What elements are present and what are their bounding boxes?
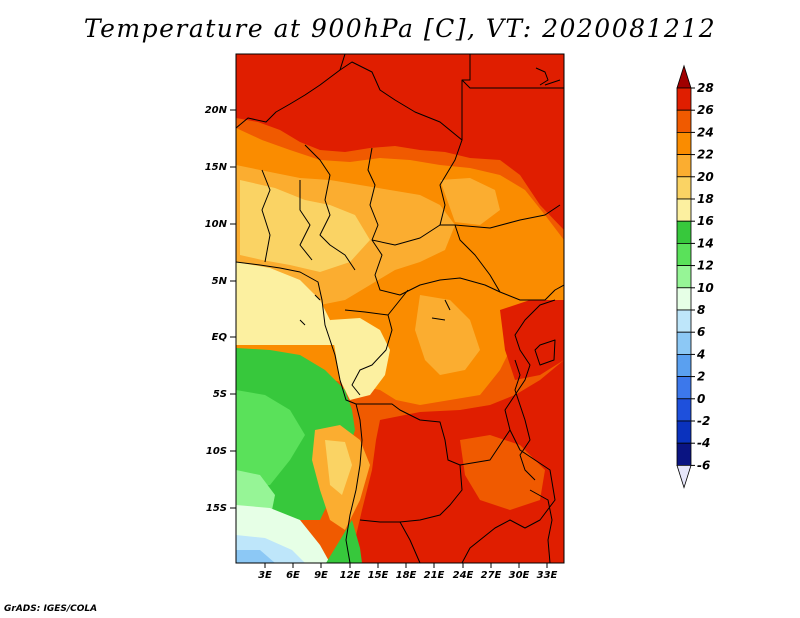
lat-label-5n: 5N: [212, 276, 228, 287]
field-band-20-sudan: [440, 178, 500, 225]
colorbar-label: 28: [697, 81, 714, 95]
lon-label-3e: 3E: [258, 570, 272, 581]
field-band-26-lakes: [500, 300, 564, 380]
lat-label-15s: 15S: [206, 503, 227, 514]
colorbar-label: 0: [697, 392, 705, 406]
colorbar-swatch: [676, 176, 692, 200]
colorbar-swatch: [676, 353, 692, 377]
lat-label-20n: 20N: [205, 105, 228, 116]
colorbar-label: 26: [697, 103, 714, 117]
colorbar-label: 6: [697, 325, 705, 339]
colorbar-swatch: [676, 242, 692, 266]
lon-label-33e: 33E: [537, 570, 558, 581]
colorbar-label: 16: [697, 214, 714, 228]
colorbar-label: -4: [697, 436, 710, 450]
colorbar-label: 12: [697, 259, 714, 273]
lat-label-10n: 10N: [205, 219, 228, 230]
map-title: Temperature at 900hPa [C], VT: 202008121…: [83, 14, 717, 43]
field-band-24-zambia: [460, 435, 545, 510]
lon-label-12e: 12E: [340, 570, 361, 581]
colorbar-label: -2: [697, 414, 710, 428]
colorbar-label: 14: [697, 236, 714, 250]
lon-label-21e: 21E: [424, 570, 445, 581]
grads-credit: GrADS: IGES/COLA: [4, 604, 98, 614]
colorbar-label: -6: [697, 458, 710, 472]
colorbar-swatch: [676, 154, 692, 178]
field-band-20-congo: [415, 295, 480, 375]
field-band-26-north: [236, 54, 564, 230]
colorbar-swatch: [676, 109, 692, 133]
colorbar-swatch: [676, 442, 692, 466]
map-frame: [235, 53, 565, 564]
colorbar-label: 8: [697, 303, 705, 317]
colorbar-label: 18: [697, 192, 714, 206]
colorbar-label: 22: [697, 148, 714, 162]
lon-label-15e: 15E: [368, 570, 389, 581]
lon-label-6e: 6E: [286, 570, 300, 581]
colorbar-label: 2: [697, 370, 705, 384]
colorbar-swatch: [676, 376, 692, 400]
colorbar-swatch: [676, 464, 692, 489]
colorbar-swatch: [676, 87, 692, 111]
colorbar-swatch: [676, 64, 692, 89]
field-band-16-west: [236, 262, 340, 345]
field-band-18-angola: [325, 440, 352, 495]
colorbar-swatch: [676, 331, 692, 355]
temperature-field: [236, 54, 564, 563]
lat-label-10s: 10S: [206, 446, 227, 457]
lon-label-18e: 18E: [396, 570, 417, 581]
coastline-and-borders: [236, 54, 564, 563]
colorbar-swatch: [676, 265, 692, 289]
lat-label-eq: EQ: [212, 332, 228, 343]
colorbar-swatch: [676, 220, 692, 244]
field-band-18-north: [240, 180, 370, 272]
field-band-12: [236, 390, 305, 490]
colorbar-swatch: [676, 198, 692, 222]
lat-label-5s: 5S: [213, 389, 227, 400]
colorbar-swatch: [676, 287, 692, 311]
lon-label-30e: 30E: [509, 570, 530, 581]
colorbar-swatch: [676, 420, 692, 444]
field-band-26-south: [350, 360, 564, 563]
field-band-16-gabon: [330, 318, 390, 400]
field-band-14-coast: [326, 520, 362, 563]
colorbar-swatch: [676, 131, 692, 155]
field-band-4: [236, 550, 275, 563]
colorbar-swatch: [676, 398, 692, 422]
lat-label-15n: 15N: [205, 162, 228, 173]
lon-label-27e: 27E: [481, 570, 502, 581]
lon-label-9e: 9E: [314, 570, 328, 581]
colorbar-label: 10: [697, 281, 714, 295]
latitude-axis: 20N 15N 10N 5N EQ 5S 10S 15S: [205, 105, 236, 514]
colorbar-label: 4: [696, 347, 705, 361]
colorbar-label: 20: [697, 170, 714, 184]
longitude-axis: 3E 6E 9E 12E 15E 18E 21E 24E 27E 30E 33E: [258, 563, 558, 581]
colorbar-swatch: [676, 309, 692, 333]
lon-label-24e: 24E: [453, 570, 474, 581]
colorbar-label: 24: [697, 125, 714, 139]
